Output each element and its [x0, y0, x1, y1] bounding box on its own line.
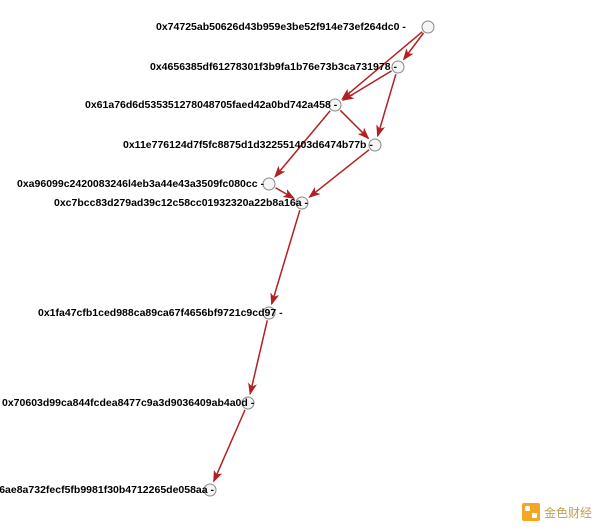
- graph-node-label: 0x61a76d6d535351278048705faed42a0bd742a4…: [85, 99, 337, 111]
- graph-edge: [343, 71, 391, 100]
- graph-node-label: 0xa96099c2420083246l4eb3a44e43a3509fc080…: [17, 178, 264, 190]
- graph-edge: [309, 150, 369, 197]
- watermark-icon: [522, 503, 540, 521]
- graph-node-label: 0x11e776124d7f5fc8875d1d322551403d6474b7…: [123, 139, 373, 151]
- graph-node-label: 0x74725ab50626d43b959e3be52f914e73ef264d…: [156, 21, 406, 33]
- graph-node-label: 0x8c46ae8a732fecf5fb9981f30b4712265de058…: [0, 484, 214, 496]
- graph-node-label: 0xc7bcc83d279ad39c12c58cc01932320a22b8a1…: [54, 197, 308, 209]
- graph-edge: [250, 320, 267, 393]
- graph-edge: [378, 74, 396, 136]
- graph-edge: [272, 210, 300, 304]
- graph-node-label: 0x70603d99ca844fcdea8477c9a3d9036409ab4a…: [2, 397, 254, 409]
- graph-node: [422, 21, 435, 34]
- graph-node-label: 0x1fa47cfb1ced988ca89ca67f4656bf9721c9cd…: [38, 307, 283, 319]
- graph-edge: [340, 110, 368, 138]
- watermark: 金色财经: [522, 503, 592, 521]
- graph-node: [263, 178, 276, 191]
- watermark-text: 金色财经: [544, 504, 592, 521]
- graph-node-label: 0x4656385df61278301f3b9fa1b76e73b3ca7319…: [150, 61, 397, 73]
- graph-edge: [404, 33, 424, 59]
- graph-container: 0x74725ab50626d43b959e3be52f914e73ef264d…: [0, 0, 600, 527]
- graph-edge: [214, 410, 245, 481]
- edge-layer: [0, 0, 600, 527]
